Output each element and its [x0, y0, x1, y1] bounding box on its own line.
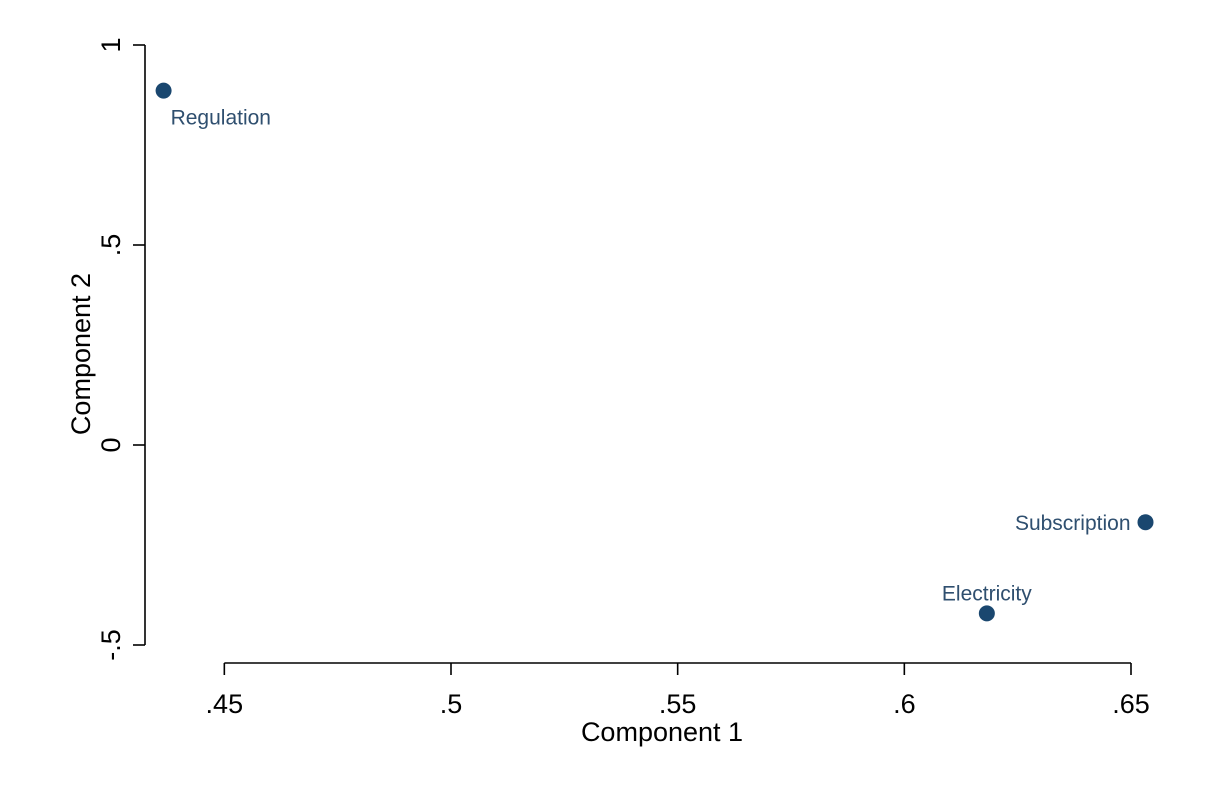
x-tick-label: .65 [1112, 689, 1150, 719]
plot-area: .45 .5 .55 .6 .65 -.5 0 .5 1 Regulation Subscrip… [96, 37, 1154, 719]
x-tick-label: .45 [206, 689, 244, 719]
y-tick-label: .5 [96, 234, 126, 257]
point-label: Regulation [171, 107, 271, 130]
y-tick-label: 1 [96, 37, 126, 52]
x-axis-ticks: .45 .5 .55 .6 .65 [206, 663, 1150, 719]
x-tick-label: .5 [440, 689, 463, 719]
scatter-point [978, 605, 995, 622]
y-tick-label: 0 [96, 437, 126, 452]
x-tick-label: .55 [659, 689, 697, 719]
scatter-point [1137, 514, 1154, 531]
y-axis-title: Component 2 [66, 273, 96, 435]
x-tick-label: .6 [893, 689, 916, 719]
x-axis-title: Component 1 [581, 717, 743, 747]
scatter-point [155, 82, 172, 99]
point-label: Subscription [1015, 512, 1131, 535]
y-axis-ticks: -.5 0 .5 1 [96, 37, 145, 661]
point-label: Electricity [942, 582, 1032, 605]
data-points: Regulation Subscription Electricity [155, 82, 1154, 622]
y-tick-label: -.5 [96, 629, 126, 661]
